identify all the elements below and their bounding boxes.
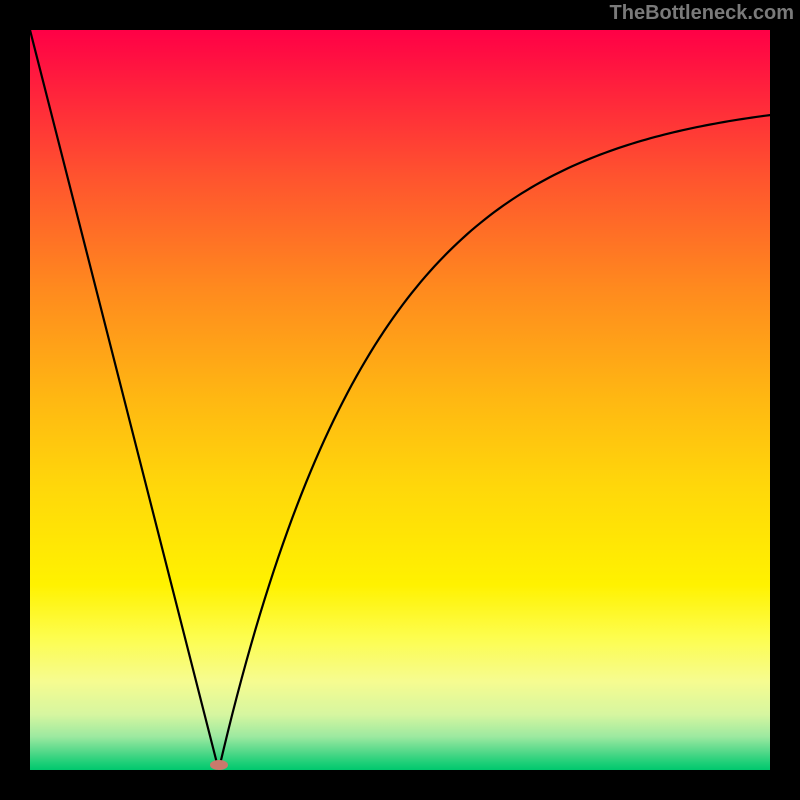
bottleneck-curve (30, 30, 770, 770)
plot-area (30, 30, 770, 770)
chart-container: TheBottleneck.com (0, 0, 800, 800)
watermark-text: TheBottleneck.com (610, 2, 794, 25)
minimum-marker (210, 760, 228, 770)
